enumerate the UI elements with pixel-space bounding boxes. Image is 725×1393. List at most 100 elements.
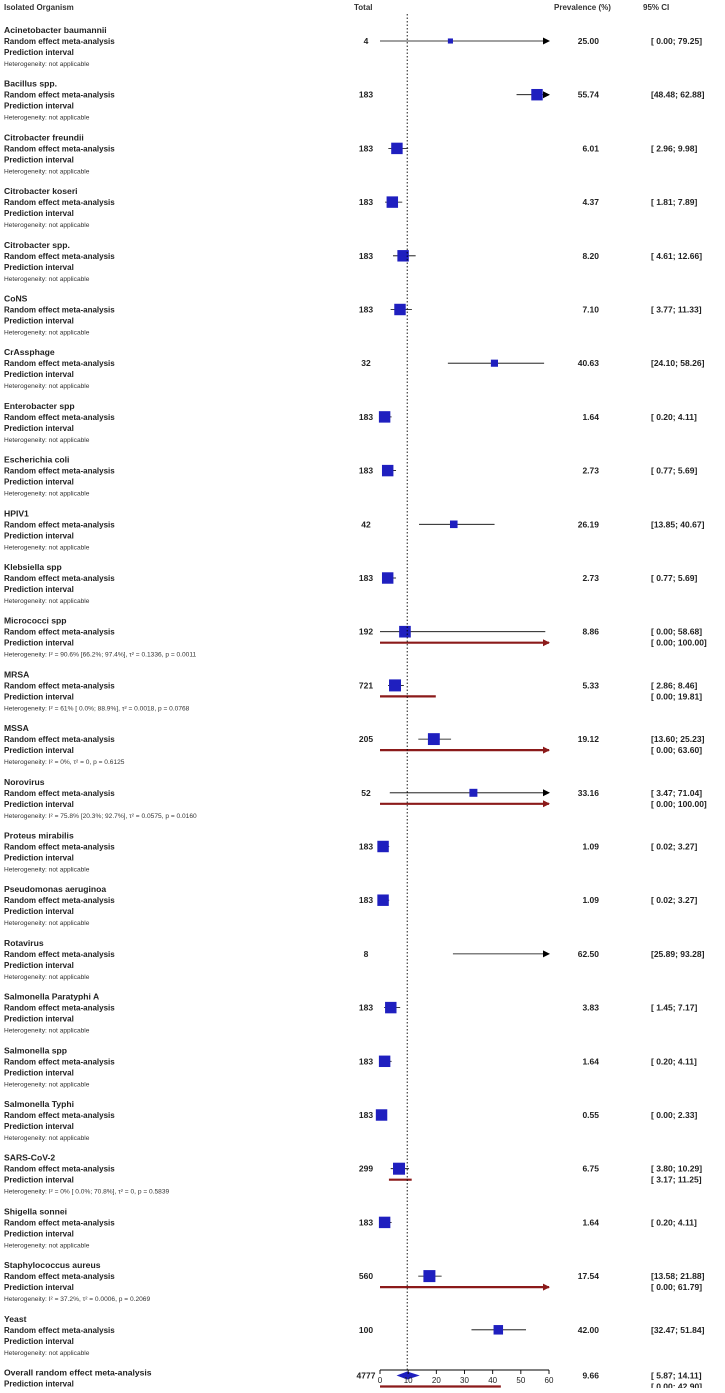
study-prevalence: 2.73	[582, 573, 599, 583]
estimate-box	[490, 359, 498, 367]
prediction-ci: [ 0.00; 100.00]	[651, 638, 707, 648]
study-name: Proteus mirabilis	[4, 831, 74, 841]
study-ci: [ 2.86; 8.46]	[651, 680, 697, 690]
study-row: HPIV1 Random effect meta-analysis Predicti…	[4, 508, 705, 551]
prediction-ci: [ 0.00; 61.79]	[651, 1282, 702, 1292]
x-axis: 0 10 20 30 40 50 60	[378, 14, 554, 1385]
study-name: Bacillus spp.	[4, 79, 57, 89]
study-name: MSSA	[4, 723, 29, 733]
study-prevalence: 1.64	[582, 1056, 599, 1066]
random-effect-label: Random effect meta-analysis	[4, 520, 115, 529]
prediction-label: Prediction interval	[4, 1337, 74, 1346]
heterogeneity-text: Heterogeneity: not applicable	[4, 437, 90, 444]
study-name: MRSA	[4, 669, 29, 679]
prediction-label: Prediction interval	[4, 317, 74, 326]
heterogeneity-text: Heterogeneity: not applicable	[4, 1081, 90, 1088]
study-prevalence: 6.01	[582, 143, 599, 153]
study-name: CrAssphage	[4, 347, 55, 357]
estimate-box	[493, 1325, 504, 1335]
heterogeneity-text: Heterogeneity: not applicable	[4, 383, 90, 390]
prediction-label: Prediction interval	[4, 48, 74, 57]
study-name: Staphylococcus aureus	[4, 1260, 101, 1270]
random-effect-label: Random effect meta-analysis	[4, 359, 115, 368]
heterogeneity-text: Heterogeneity: not applicable	[4, 491, 90, 498]
heterogeneity-text: Heterogeneity: not applicable	[4, 544, 90, 551]
estimate-box	[391, 142, 403, 155]
overall-prevalence: 9.66	[582, 1371, 599, 1381]
x-tick-label: 40	[488, 1376, 497, 1385]
heterogeneity-text: Heterogeneity: I² = 61% [ 0.0%; 88.9%], …	[4, 705, 190, 712]
prediction-label: Prediction interval	[4, 854, 74, 863]
estimate-box	[378, 411, 391, 423]
study-ci: [ 0.00; 2.33]	[651, 1110, 697, 1120]
estimate-box	[377, 894, 389, 906]
study-row: CoNS Random effect meta-analysis Predictio…	[4, 294, 702, 337]
study-row: Salmonella Typhi Random effect meta-analy…	[4, 1099, 697, 1142]
study-total: 52	[361, 788, 371, 798]
study-ci: [ 1.81; 7.89]	[651, 197, 697, 207]
study-prevalence: 62.50	[578, 949, 600, 959]
prediction-arrow-right	[543, 800, 550, 808]
study-ci: [ 1.45; 7.17]	[651, 1003, 697, 1013]
prediction-label: Prediction interval	[4, 1015, 74, 1024]
study-prevalence: 0.55	[582, 1110, 599, 1120]
study-row: Escherichia coli Random effect meta-analy…	[4, 455, 697, 498]
study-prevalence: 17.54	[578, 1271, 600, 1281]
heterogeneity-text: Heterogeneity: not applicable	[4, 867, 90, 874]
random-effect-label: Random effect meta-analysis	[4, 467, 115, 476]
x-tick-label: 60	[545, 1376, 554, 1385]
header-prevalence: Prevalence (%)	[554, 3, 611, 12]
x-tick-label: 10	[404, 1376, 413, 1385]
prediction-arrow-right	[543, 1283, 550, 1291]
study-total: 183	[359, 412, 373, 422]
prediction-label: Prediction interval	[4, 370, 74, 379]
prediction-label: Prediction interval	[4, 102, 74, 111]
prediction-label: Prediction interval	[4, 1068, 74, 1077]
study-ci: [24.10; 58.26]	[651, 358, 705, 368]
heterogeneity-text: Heterogeneity: not applicable	[4, 276, 90, 283]
study-prevalence: 7.10	[582, 305, 599, 315]
study-name: Escherichia coli	[4, 455, 69, 465]
estimate-box	[469, 788, 478, 797]
study-total: 183	[359, 197, 373, 207]
study-prevalence: 33.16	[578, 788, 600, 798]
random-effect-label: Random effect meta-analysis	[4, 843, 115, 852]
study-total: 4	[364, 36, 369, 46]
study-row: Bacillus spp. Random effect meta-analysis…	[4, 79, 705, 122]
study-ci: [48.48; 62.88]	[651, 90, 705, 100]
study-ci: [ 0.00; 58.68]	[651, 627, 702, 637]
study-name: Acinetobacter baumannii	[4, 25, 107, 35]
prediction-label: Prediction interval	[4, 155, 74, 164]
study-row: SARS-CoV-2 Random effect meta-analysis Pre…	[4, 1153, 702, 1196]
study-ci: [ 0.20; 4.11]	[651, 1056, 697, 1066]
study-total: 100	[359, 1325, 373, 1335]
study-prevalence: 1.09	[582, 895, 599, 905]
study-total: 32	[361, 358, 371, 368]
study-ci: [ 3.47; 71.04]	[651, 788, 702, 798]
study-prevalence: 1.64	[582, 1217, 599, 1227]
random-effect-label: Random effect meta-analysis	[4, 1004, 115, 1013]
study-total: 192	[359, 627, 373, 637]
study-row: Citrobacter koseri Random effect meta-ana…	[4, 186, 697, 229]
study-row: Klebsiella spp Random effect meta-analysi…	[4, 562, 697, 605]
study-name: Citrobacter freundii	[4, 132, 84, 142]
study-name: Shigella sonnei	[4, 1206, 67, 1216]
prediction-label: Prediction interval	[4, 961, 74, 970]
prediction-label: Prediction interval	[4, 531, 74, 540]
study-name: Citrobacter spp.	[4, 240, 70, 250]
study-ci: [ 0.00; 79.25]	[651, 36, 702, 46]
estimate-box	[386, 196, 399, 208]
heterogeneity-text: Heterogeneity: I² = 75.8% [20.3%; 92.7%]…	[4, 813, 197, 820]
prediction-label: Prediction interval	[4, 907, 74, 916]
heterogeneity-text: Heterogeneity: not applicable	[4, 1028, 90, 1035]
study-prevalence: 1.09	[582, 842, 599, 852]
random-effect-label: Random effect meta-analysis	[4, 144, 115, 153]
overall-diamond	[396, 1371, 420, 1380]
study-name: Klebsiella spp	[4, 562, 62, 572]
ci-arrow-right	[543, 91, 550, 99]
study-name: Salmonella spp	[4, 1045, 67, 1055]
study-total: 183	[359, 305, 373, 315]
study-row: Yeast Random effect meta-analysis Predicti…	[4, 1314, 705, 1357]
heterogeneity-text: Heterogeneity: not applicable	[4, 920, 90, 927]
study-prevalence: 4.37	[582, 197, 599, 207]
